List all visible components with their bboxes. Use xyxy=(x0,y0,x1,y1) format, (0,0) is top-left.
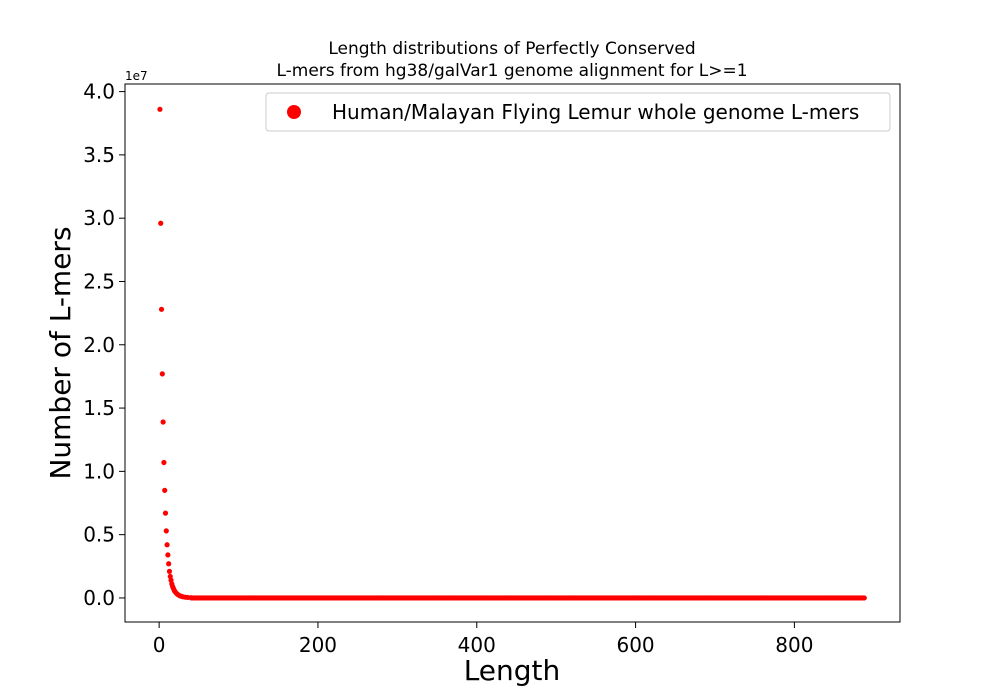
x-axis: 0 200 400 600 800 xyxy=(153,622,813,657)
data-point xyxy=(166,568,173,574)
legend-box xyxy=(265,92,891,132)
x-tick-label: 400 xyxy=(458,633,496,657)
data-point xyxy=(162,487,168,493)
data-point xyxy=(158,306,165,312)
x-tick-label: 600 xyxy=(616,633,654,657)
legend-label: Human/Malayan Flying Lemur whole genome … xyxy=(332,100,859,124)
chart-title-line-2: L-mers from hg38/galVar1 genome alignmen… xyxy=(276,61,747,81)
y-tick-label: 3.0 xyxy=(83,206,115,230)
y-tick-label: 0.5 xyxy=(83,523,115,547)
y-tick-label: 2.5 xyxy=(83,269,115,293)
x-axis-label: Length xyxy=(464,654,561,687)
data-point xyxy=(162,510,169,516)
data-point xyxy=(166,561,172,567)
legend-marker xyxy=(287,105,301,119)
data-point xyxy=(164,542,170,548)
data-point xyxy=(161,459,167,466)
data-point xyxy=(158,220,164,226)
data-point xyxy=(157,106,163,112)
y-axis: 0.0 0.5 1.0 1.5 2.0 2.5 3.0 3.5 4.0 xyxy=(83,80,125,610)
data-point xyxy=(165,552,171,558)
data-point xyxy=(159,371,165,377)
legend: Human/Malayan Flying Lemur whole genome … xyxy=(265,92,891,132)
x-tick-label: 200 xyxy=(299,633,337,657)
plot-area-frame xyxy=(124,83,901,623)
data-point xyxy=(861,595,867,601)
y-tick-label: 3.5 xyxy=(83,143,115,167)
data-point xyxy=(160,419,166,425)
y-tick-label: 1.0 xyxy=(83,459,115,483)
x-tick-label: 0 xyxy=(153,633,166,657)
y-tick-label: 2.0 xyxy=(83,333,115,357)
y-tick-label: 1.5 xyxy=(83,396,115,420)
y-tick-label: 4.0 xyxy=(83,80,115,104)
chart-title-line-1: Length distributions of Perfectly Conser… xyxy=(328,39,695,59)
data-point xyxy=(163,528,169,534)
data-points xyxy=(157,106,867,601)
y-tick-label: 0.0 xyxy=(83,586,115,610)
y-offset-label: 1e7 xyxy=(125,69,148,83)
y-axis-label: Number of L-mers xyxy=(44,226,77,479)
x-tick-label: 800 xyxy=(775,633,813,657)
